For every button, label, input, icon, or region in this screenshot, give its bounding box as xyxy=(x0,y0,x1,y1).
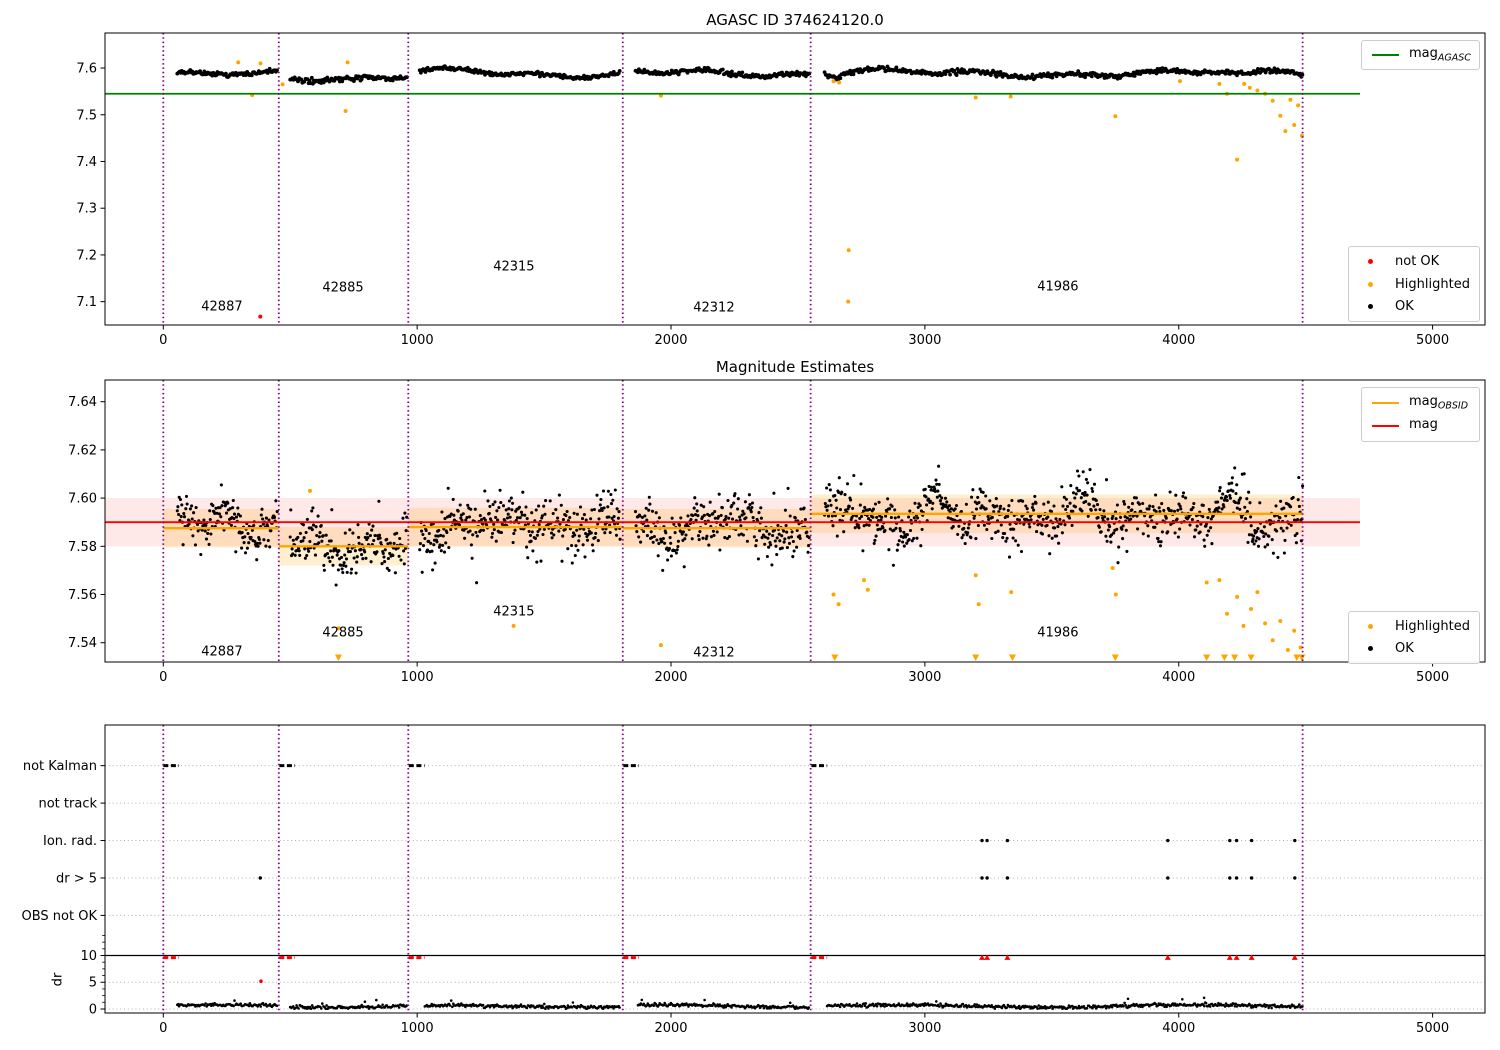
svg-text:7.3: 7.3 xyxy=(76,202,97,217)
not-ok-points xyxy=(258,314,263,319)
legend-item-ok: OK xyxy=(1355,638,1471,661)
ok-dot-swatch xyxy=(1368,304,1373,310)
svg-text:4000: 4000 xyxy=(1162,1021,1195,1036)
obsid-label: 42312 xyxy=(693,300,734,315)
svg-text:7.1: 7.1 xyxy=(76,295,97,310)
legend-item-ok: OK xyxy=(1355,295,1471,318)
axes-frame xyxy=(104,724,1486,1014)
category-tick-label: OBS not OK xyxy=(22,909,98,924)
mag-obsid-line-swatch xyxy=(1372,401,1399,404)
not-ok-dot-swatch xyxy=(1368,258,1373,264)
legend-item-mag-obsid: magOBSID xyxy=(1368,391,1471,414)
svg-text:4000: 4000 xyxy=(1162,333,1195,348)
legend-label: OK xyxy=(1395,641,1414,657)
svg-text:10: 10 xyxy=(80,949,97,964)
dr-axis-label: dr xyxy=(50,972,66,987)
legend-mag-lines: magOBSID mag xyxy=(1361,387,1480,442)
top-plot-title: AGASC ID 374624120.0 xyxy=(706,11,884,29)
svg-text:7.60: 7.60 xyxy=(68,492,97,507)
legend-item-highlighted: Highlighted xyxy=(1355,273,1471,296)
ion-rad-marks xyxy=(980,838,1297,843)
obsid-label: 42885 xyxy=(322,625,363,640)
svg-text:7.4: 7.4 xyxy=(76,155,97,170)
legend-label: Highlighted xyxy=(1395,276,1470,292)
svg-text:5000: 5000 xyxy=(1416,670,1449,685)
ok-dot-swatch xyxy=(1368,646,1373,652)
svg-text:3000: 3000 xyxy=(908,1021,941,1036)
obsid-label: 42315 xyxy=(493,604,534,619)
not-ok-dr-point xyxy=(259,979,263,983)
legend-label: mag xyxy=(1409,393,1438,409)
svg-text:7.58: 7.58 xyxy=(68,540,97,555)
big-dr-red-marks xyxy=(163,954,1298,960)
obsid-label: 41986 xyxy=(1037,280,1078,295)
category-tick-label: Ion. rad. xyxy=(43,834,97,849)
legend-label: Highlighted xyxy=(1395,618,1470,634)
mag-agasc-line-swatch xyxy=(1372,54,1399,56)
magnitude-estimates-plot-content: 42887 42885 42315 42312 41986 xyxy=(105,380,1360,662)
svg-text:1000: 1000 xyxy=(401,1021,434,1036)
svg-text:7.6: 7.6 xyxy=(76,62,97,77)
svg-text:5000: 5000 xyxy=(1416,1021,1449,1036)
svg-text:7.5: 7.5 xyxy=(76,108,97,123)
mag-line-swatch xyxy=(1372,425,1399,428)
legend-item-highlighted: Highlighted xyxy=(1355,615,1471,638)
legend-label: OK xyxy=(1395,299,1414,315)
obsid-label: 41986 xyxy=(1037,625,1078,640)
dr-gt5-marks xyxy=(258,876,1297,880)
highlighted-points xyxy=(236,60,1304,304)
flags-plot-content xyxy=(105,725,1485,1013)
svg-text:7.64: 7.64 xyxy=(68,395,97,410)
legend-mid-points: Highlighted OK xyxy=(1348,611,1480,664)
obsid-label: 42312 xyxy=(693,645,734,660)
svg-text:2000: 2000 xyxy=(654,333,687,348)
category-tick-label: dr > 5 xyxy=(56,871,97,886)
legend-label: mag xyxy=(1409,46,1438,62)
legend-label: mag xyxy=(1409,417,1438,433)
svg-text:2000: 2000 xyxy=(654,670,687,685)
highlighted-dot-swatch xyxy=(1368,281,1373,287)
svg-text:7.62: 7.62 xyxy=(68,443,97,458)
svg-text:7.54: 7.54 xyxy=(68,636,97,651)
legend-label: not OK xyxy=(1395,253,1440,269)
svg-text:3000: 3000 xyxy=(908,670,941,685)
svg-text:5: 5 xyxy=(89,976,97,991)
obsid-label: 42887 xyxy=(201,299,242,314)
ok-points xyxy=(175,64,1305,86)
svg-text:2000: 2000 xyxy=(654,1021,687,1036)
axes-frame xyxy=(104,379,1486,663)
svg-text:0: 0 xyxy=(159,333,167,348)
legend-mag-agasc: magAGASC xyxy=(1361,40,1480,70)
svg-text:0: 0 xyxy=(89,1002,97,1017)
highlighted-dot-swatch xyxy=(1368,623,1373,629)
svg-text:1000: 1000 xyxy=(401,670,434,685)
svg-text:4000: 4000 xyxy=(1162,670,1195,685)
svg-text:1000: 1000 xyxy=(401,333,434,348)
clipped-low-markers xyxy=(334,654,1306,661)
middle-plot-title: Magnitude Estimates xyxy=(715,358,875,376)
legend-top-points: not OK Highlighted OK xyxy=(1348,246,1480,322)
category-tick-label: not Kalman xyxy=(23,759,97,774)
dr-trace xyxy=(176,996,1304,1010)
svg-text:0: 0 xyxy=(159,1021,167,1036)
obsid-label: 42887 xyxy=(201,645,242,660)
legend-item-not-ok: not OK xyxy=(1355,250,1471,273)
category-tick-label: not track xyxy=(38,797,97,812)
obsid-label: 42885 xyxy=(322,281,363,296)
highlighted-points xyxy=(308,488,1303,652)
legend-item-mag-agasc: magAGASC xyxy=(1368,44,1471,66)
legend-item-mag: mag xyxy=(1368,415,1471,438)
svg-text:0: 0 xyxy=(159,670,167,685)
agasc-mag-plot-content: 42887 42885 42315 42312 41986 xyxy=(105,33,1360,325)
svg-text:7.56: 7.56 xyxy=(68,588,97,603)
svg-text:5000: 5000 xyxy=(1416,333,1449,348)
axes-frame xyxy=(104,32,1486,326)
obsid-label: 42315 xyxy=(493,260,534,275)
svg-text:3000: 3000 xyxy=(908,333,941,348)
svg-text:7.2: 7.2 xyxy=(76,248,97,263)
